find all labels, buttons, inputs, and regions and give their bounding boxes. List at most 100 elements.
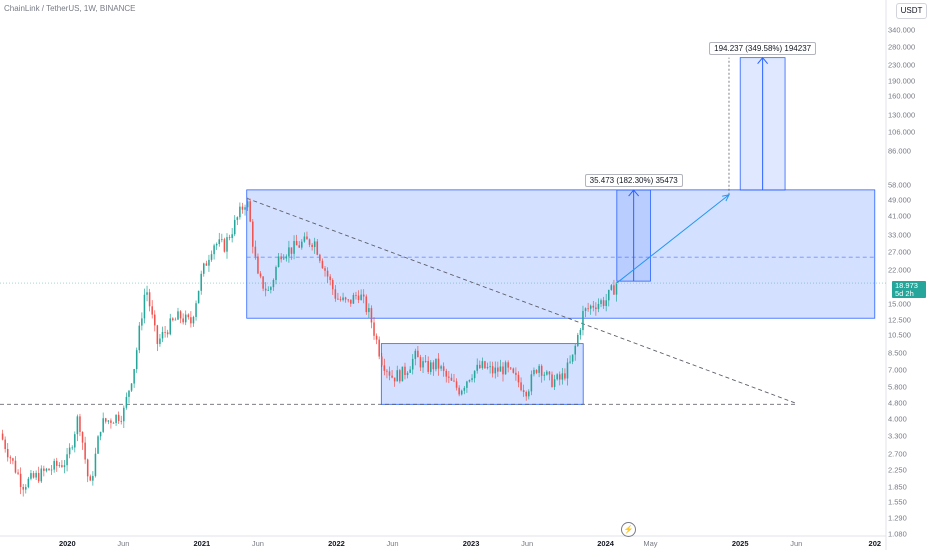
candle-body-208 [538,365,540,373]
candle-body-156 [404,366,406,376]
time-tick-label: Jun [521,539,534,548]
candle-body-120 [311,244,313,248]
time-tick-label: 2024 [597,539,614,548]
candle-body-130 [337,298,339,300]
candle-body-57 [148,292,151,307]
candle-body-55 [143,294,146,319]
candle-body-14 [37,472,40,482]
candle-body-44 [115,414,117,424]
price-tick-label: 2.700 [888,449,907,459]
price-tick-label: 280.000 [888,42,916,52]
price-tick-label: 190.000 [888,76,916,86]
candle-body-193 [499,366,502,372]
candle-body-122 [316,241,319,255]
tradingview-flash-icon[interactable]: ⚡ [621,522,636,537]
candle-body-84 [218,239,221,245]
candle-body-194 [502,366,504,375]
candle-body-209 [540,365,543,376]
candle-body-138 [357,295,360,301]
candle-body-212 [548,371,551,375]
price-tick-label: 8.500 [888,348,907,358]
candle-body-192 [497,367,499,372]
candle-body-10 [27,478,30,488]
candle-body-27 [71,447,73,449]
candle-body-103 [267,289,270,291]
candle-body-85 [221,239,223,241]
candle-body-235 [607,289,610,301]
candle-body-146 [378,339,380,357]
candle-body-223 [577,334,579,346]
candle-body-203 [525,391,527,397]
candle-body-210 [543,374,546,376]
candle-body-105 [272,280,275,288]
candle-body-124 [321,260,324,269]
price-tick-label: 1.080 [888,529,907,539]
candle-body-188 [486,367,489,369]
candle-body-38 [99,431,102,437]
price-tick-label: 4.000 [888,414,907,424]
candle-body-82 [213,245,215,255]
candle-body-216 [558,374,561,380]
candle-body-50 [130,383,133,391]
candle-body-23 [61,465,63,467]
candle-body-167 [432,362,435,370]
price-tick-label: 1.550 [888,497,907,507]
candle-body-98 [254,246,257,257]
candle-body-51 [133,369,135,384]
candle-body-40 [104,418,107,422]
price-tick-label: 4.800 [888,398,907,408]
candle-body-178 [460,390,463,395]
price-tick-label: 58.000 [888,180,911,190]
candle-body-93 [241,206,244,210]
candle-body-30 [79,416,81,432]
candle-body-79 [205,263,208,266]
price-tick-label: 5.800 [888,382,907,392]
time-tick-label: Jun [386,539,399,548]
candle-body-215 [556,374,558,380]
candle-body-77 [200,273,202,291]
candle-body-17 [45,468,48,471]
candle-body-86 [223,239,226,252]
candle-body-0 [1,433,4,440]
candle-body-231 [597,303,600,310]
candle-body-115 [298,245,300,248]
candle-body-3 [9,457,12,459]
candle-body-227 [587,308,589,310]
candle-body-171 [442,366,445,371]
candle-body-173 [448,376,450,378]
candle-body-97 [252,221,254,247]
candle-body-31 [81,431,84,443]
candle-body-76 [197,290,200,304]
candle-body-123 [319,254,321,261]
time-tick-label: 2021 [193,539,211,548]
candle-body-94 [244,207,246,210]
candle-body-213 [551,374,553,387]
projection-line [616,194,730,284]
candle-body-28 [74,434,76,448]
candle-body-100 [259,273,262,277]
currency-unit-button[interactable]: USDT [896,3,927,19]
candle-body-111 [288,247,290,257]
candle-body-107 [277,256,280,268]
candle-body-92 [239,206,241,218]
candle-body-217 [561,373,564,380]
candle-body-108 [280,256,282,260]
time-tick-label: 2020 [58,539,76,548]
candle-body-6 [17,472,19,474]
candle-body-78 [203,263,205,274]
candle-body-140 [362,294,365,297]
candle-body-66 [172,318,174,321]
candle-body-205 [530,374,533,392]
candle-body-33 [86,459,89,477]
candle-body-125 [324,268,326,271]
candle-body-149 [386,370,388,372]
candle-body-199 [515,372,517,375]
price-tick-label: 33.000 [888,230,911,240]
candle-body-52 [135,350,138,370]
candle-body-170 [440,366,442,369]
price-tick-label: 15.000 [888,299,911,309]
candle-body-175 [453,380,455,382]
candle-body-29 [76,416,79,435]
candle-body-155 [401,366,404,382]
